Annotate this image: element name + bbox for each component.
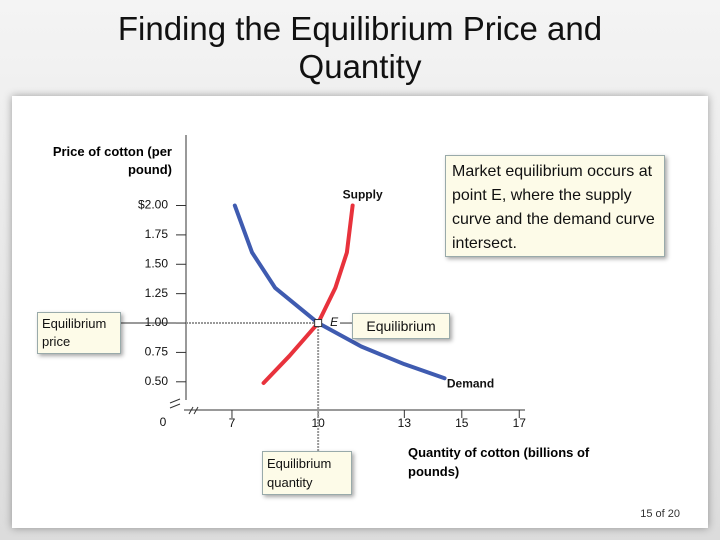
y-axis-label: Price of cotton (per pound) — [52, 144, 172, 177]
y-tick-label: 1.25 — [145, 286, 169, 300]
y-tick-label: $2.00 — [138, 198, 168, 212]
equilibrium-point — [314, 319, 323, 328]
x-tick-label: 7 — [229, 416, 236, 430]
axis-break — [169, 398, 181, 404]
equilibrium-annotation: Equilibrium — [352, 313, 450, 339]
x-tick-label: 15 — [455, 416, 469, 430]
price-annotation: Equilibrium price — [37, 312, 121, 354]
equilibrium-label: E — [330, 315, 339, 329]
axis-break — [188, 406, 194, 415]
axis-break — [169, 403, 181, 409]
axis-break — [193, 406, 199, 415]
x-axis-label: Quantity of cotton (billions of pounds) — [408, 445, 590, 479]
y-tick-label: 1.75 — [145, 227, 169, 241]
curve — [232, 203, 447, 381]
page-number: 15 of 20 — [640, 508, 680, 520]
slide-title: Finding the Equilibrium Price and Quanti… — [117, 10, 603, 85]
curve — [261, 203, 355, 385]
y-tick-label: 0.75 — [145, 345, 169, 359]
y-tick-label: 0.50 — [145, 374, 169, 388]
x-tick-label: 17 — [513, 416, 527, 430]
y-tick-label: 1.00 — [145, 315, 169, 329]
x-tick-label: 13 — [398, 416, 412, 430]
series-label: Supply — [343, 188, 383, 202]
origin-label: 0 — [160, 415, 167, 429]
series-label: Demand — [447, 376, 494, 390]
y-tick-label: 1.50 — [145, 256, 169, 270]
main-annotation: Market equilibrium occurs at point E, wh… — [445, 155, 665, 257]
quantity-annotation: Equilibrium quantity — [262, 451, 352, 495]
